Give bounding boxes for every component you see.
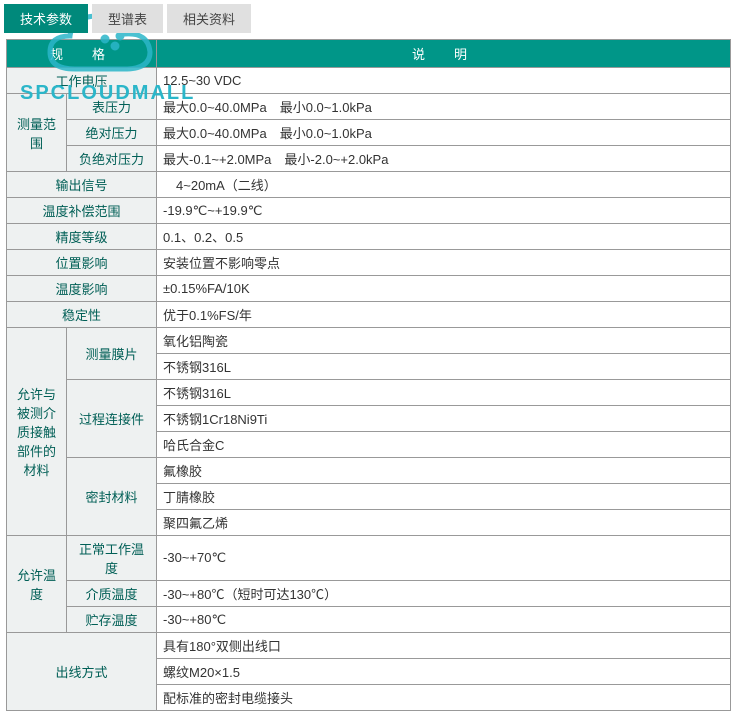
row-outlet-label: 出线方式: [7, 633, 157, 711]
spec-table: 规 格 说 明 工作电压 12.5~30 VDC 测量范围 表压力 最大0.0~…: [6, 39, 731, 711]
row-process-v1: 不锈钢316L: [157, 380, 731, 406]
row-allowtemp-label: 允许温度: [7, 536, 67, 633]
tab-bar: 技术参数 型谱表 相关资料: [0, 0, 737, 33]
tab-related-docs[interactable]: 相关资料: [167, 4, 251, 33]
row-stability-val: 优于0.1%FS/年: [157, 302, 731, 328]
row-abs-val: 最大0.0~40.0MPa 最小0.0~1.0kPa: [157, 120, 731, 146]
row-seal-v2: 丁腈橡胶: [157, 484, 731, 510]
row-stability-label: 稳定性: [7, 302, 157, 328]
row-outlet-v3: 配标准的密封电缆接头: [157, 685, 731, 711]
row-work-voltage-label: 工作电压: [7, 68, 157, 94]
row-tempeffect-val: ±0.15%FA/10K: [157, 276, 731, 302]
row-tempeffect-label: 温度影响: [7, 276, 157, 302]
row-storage-val: -30~+80℃: [157, 607, 731, 633]
tab-type-spectrum[interactable]: 型谱表: [92, 4, 163, 33]
header-desc: 说 明: [157, 40, 731, 68]
row-work-voltage-val: 12.5~30 VDC: [157, 68, 731, 94]
row-outlet-v1: 具有180°双侧出线口: [157, 633, 731, 659]
row-negabs-label: 负绝对压力: [67, 146, 157, 172]
row-output-label: 输出信号: [7, 172, 157, 198]
row-diaphragm-v2: 不锈钢316L: [157, 354, 731, 380]
row-position-label: 位置影响: [7, 250, 157, 276]
row-storage-label: 贮存温度: [67, 607, 157, 633]
row-diaphragm-label: 测量膜片: [67, 328, 157, 380]
row-seal-v3: 聚四氟乙烯: [157, 510, 731, 536]
row-output-val: 4~20mA（二线）: [157, 172, 731, 198]
row-medium-label: 介质温度: [67, 581, 157, 607]
row-diaphragm-v1: 氧化铝陶瓷: [157, 328, 731, 354]
row-meas-range-label: 测量范围: [7, 94, 67, 172]
row-tempcomp-val: -19.9℃~+19.9℃: [157, 198, 731, 224]
row-process-v3: 哈氏合金C: [157, 432, 731, 458]
row-material-label: 允许与被测介质接触部件的材料: [7, 328, 67, 536]
row-tempcomp-label: 温度补偿范围: [7, 198, 157, 224]
row-gauge-label: 表压力: [67, 94, 157, 120]
row-normal-label: 正常工作温度: [67, 536, 157, 581]
row-gauge-val: 最大0.0~40.0MPa 最小0.0~1.0kPa: [157, 94, 731, 120]
header-spec: 规 格: [7, 40, 157, 68]
row-normal-val: -30~+70℃: [157, 536, 731, 581]
row-process-label: 过程连接件: [67, 380, 157, 458]
row-accuracy-label: 精度等级: [7, 224, 157, 250]
row-seal-label: 密封材料: [67, 458, 157, 536]
row-outlet-v2: 螺纹M20×1.5: [157, 659, 731, 685]
row-negabs-val: 最大-0.1~+2.0MPa 最小-2.0~+2.0kPa: [157, 146, 731, 172]
row-seal-v1: 氟橡胶: [157, 458, 731, 484]
row-accuracy-val: 0.1、0.2、0.5: [157, 224, 731, 250]
tab-technical-params[interactable]: 技术参数: [4, 4, 88, 33]
row-process-v2: 不锈钢1Cr18Ni9Ti: [157, 406, 731, 432]
row-position-val: 安装位置不影响零点: [157, 250, 731, 276]
row-medium-val: -30~+80℃（短时可达130℃）: [157, 581, 731, 607]
row-abs-label: 绝对压力: [67, 120, 157, 146]
